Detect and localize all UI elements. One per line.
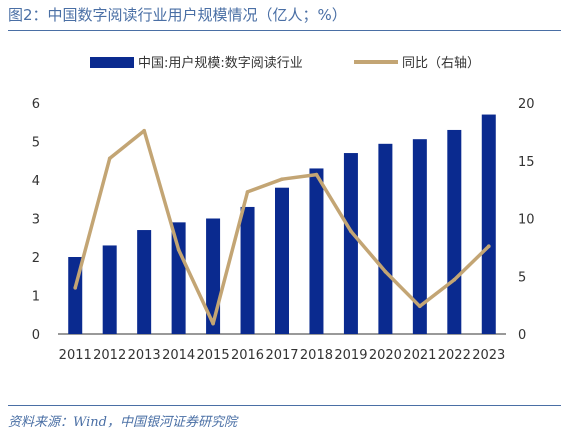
left-tick-label: 1 — [32, 290, 40, 305]
yoy-point-2012 — [107, 156, 112, 161]
left-tick-label: 3 — [32, 213, 40, 228]
bar-2014 — [171, 222, 186, 334]
x-tick-label: 2023 — [472, 348, 505, 363]
bar-2019 — [343, 153, 358, 334]
left-tick-label: 0 — [32, 328, 40, 343]
bar-2013 — [137, 230, 152, 334]
right-tick-label: 15 — [518, 155, 535, 170]
bar-2012 — [102, 245, 117, 334]
yoy-point-2016 — [245, 190, 250, 194]
source-note: 资料来源：Wind，中国银河证券研究院 — [8, 415, 237, 430]
yoy-point-2018 — [314, 172, 319, 177]
right-tick-label: 10 — [518, 213, 535, 228]
legend-bar-swatch — [90, 57, 134, 68]
right-axis-ticks: 0 5 10 15 20 — [518, 97, 535, 343]
left-tick-label: 2 — [32, 251, 40, 266]
yoy-point-2022 — [452, 277, 457, 282]
legend: 中国:用户规模:数字阅读行业 同比（右轴） — [90, 55, 480, 71]
x-tick-label: 2015 — [197, 348, 230, 363]
x-tick-label: 2018 — [300, 348, 333, 363]
bar-2022 — [447, 129, 462, 334]
right-tick-label: 5 — [518, 270, 526, 285]
yoy-point-2017 — [280, 177, 284, 182]
left-tick-label: 5 — [32, 136, 40, 151]
x-tick-label: 2017 — [265, 348, 298, 363]
yoy-point-2021 — [418, 304, 422, 309]
right-tick-label: 20 — [518, 97, 535, 112]
x-tick-label: 2019 — [334, 348, 367, 363]
x-tick-label: 2013 — [128, 348, 161, 363]
legend-bar-label: 中国:用户规模:数字阅读行业 — [138, 55, 303, 71]
chart: 中国:用户规模:数字阅读行业 同比（右轴） 0 1 2 3 4 5 6 0 5 10 15 20 2… — [32, 55, 535, 363]
x-tick-label: 2011 — [59, 348, 92, 363]
left-tick-label: 6 — [32, 97, 40, 112]
bar-2020 — [378, 143, 393, 334]
x-axis-ticks: 2011 2012 2013 2014 2015 2016 2017 2018 2019 2020… — [59, 348, 506, 363]
bar-2016 — [240, 206, 255, 334]
x-tick-label: 2020 — [369, 348, 402, 363]
bar-series — [68, 114, 496, 334]
x-tick-label: 2022 — [438, 348, 471, 363]
legend-line-label: 同比（右轴） — [402, 56, 480, 71]
yoy-point-2014 — [176, 247, 181, 252]
bar-2017 — [275, 187, 289, 334]
yoy-point-2013 — [142, 128, 146, 133]
source-divider — [8, 405, 561, 406]
yoy-point-2011 — [73, 286, 78, 290]
yoy-point-2015 — [211, 321, 215, 326]
bar-2018 — [309, 168, 324, 334]
yoy-point-2019 — [349, 229, 353, 234]
bar-2023 — [481, 114, 496, 334]
x-tick-label: 2021 — [403, 348, 436, 363]
title-divider — [8, 30, 561, 31]
yoy-point-2020 — [383, 269, 388, 274]
left-tick-label: 4 — [32, 174, 40, 189]
right-tick-label: 0 — [518, 328, 526, 343]
bar-2021 — [412, 139, 427, 334]
x-tick-label: 2014 — [162, 348, 195, 363]
chart-title: 图2：中国数字阅读行业用户规模情况（亿人；%） — [8, 6, 347, 24]
yoy-point-2023 — [486, 244, 491, 249]
line-series — [73, 128, 491, 326]
x-tick-label: 2016 — [231, 348, 264, 363]
x-tick-label: 2012 — [93, 348, 126, 363]
left-axis-ticks: 0 1 2 3 4 5 6 — [32, 97, 40, 343]
